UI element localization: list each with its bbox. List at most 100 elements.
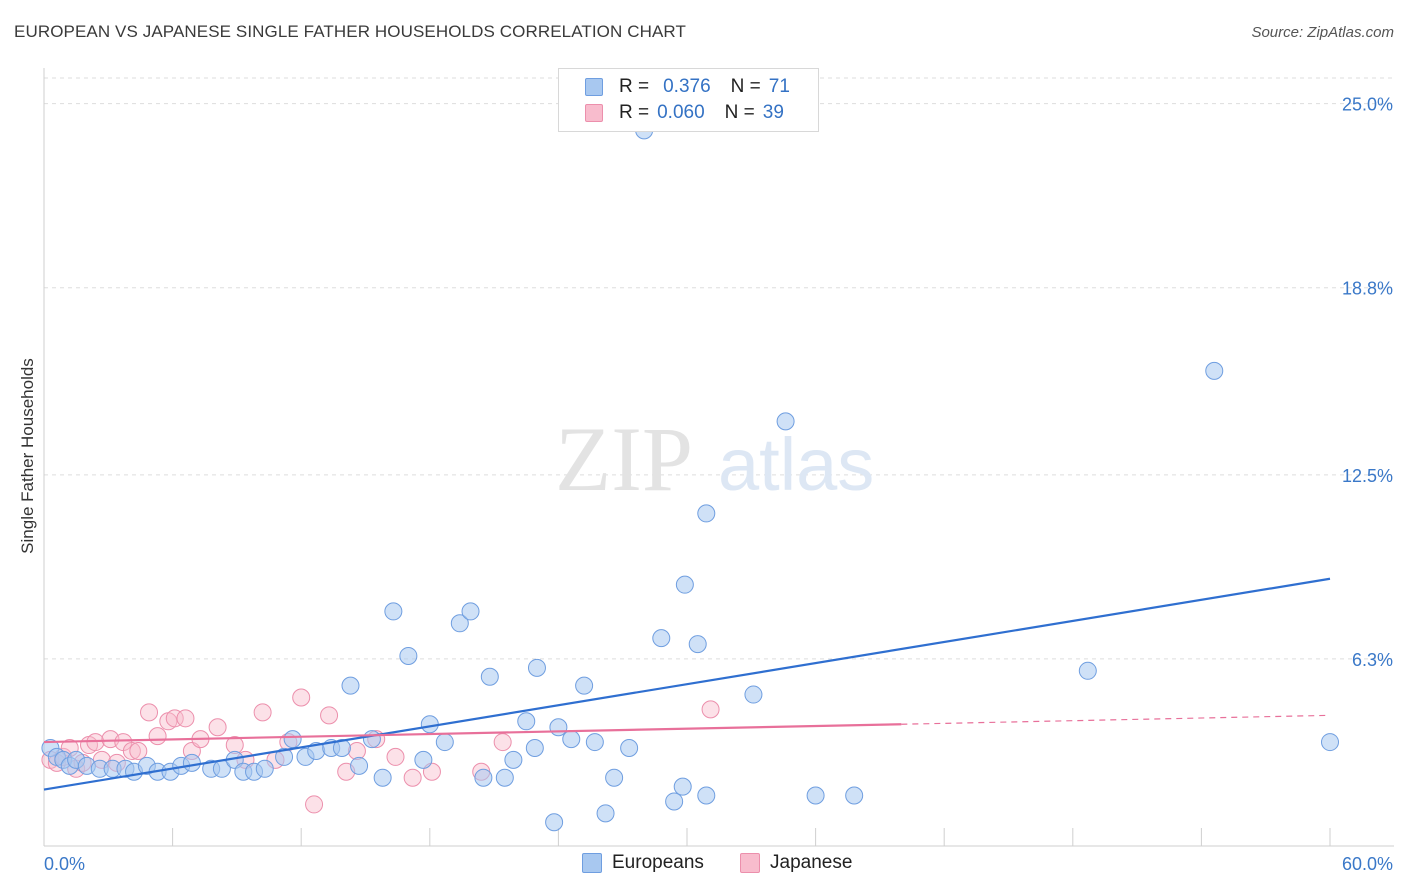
chart-title: EUROPEAN VS JAPANESE SINGLE FATHER HOUSE…	[14, 22, 686, 41]
japanese-point	[305, 795, 324, 814]
european-point	[620, 739, 639, 758]
x-tick-label: 60.0%	[1342, 854, 1393, 874]
european-point	[605, 768, 624, 787]
japanese-points	[41, 688, 720, 814]
legend-n-value-europeans: 71	[768, 76, 790, 97]
european-point	[341, 676, 360, 695]
european-point	[461, 602, 480, 621]
european-point	[1078, 661, 1097, 680]
japanese-point	[320, 706, 339, 725]
european-point	[474, 768, 493, 787]
european-point	[1321, 733, 1339, 752]
european-trend-line	[43, 577, 1331, 791]
legend-swatch-japanese	[585, 104, 603, 122]
japanese-point	[701, 700, 720, 719]
japanese-point	[386, 747, 405, 766]
y-tick-label: 25.0%	[1342, 95, 1393, 115]
european-point	[255, 759, 274, 778]
european-point	[575, 676, 594, 695]
european-point	[673, 777, 692, 796]
japanese-point	[165, 709, 184, 728]
japanese-point	[403, 768, 422, 787]
european-point	[435, 733, 454, 752]
european-point	[697, 504, 716, 523]
legend-swatch-europeans	[585, 78, 603, 96]
japanese-point	[493, 733, 512, 752]
bottom-legend-label-europeans: Europeans	[612, 852, 704, 873]
watermark-atlas: atlas	[718, 423, 874, 506]
japanese-point	[148, 727, 167, 746]
gridlines	[44, 77, 1394, 660]
european-point	[596, 804, 615, 823]
european-point	[480, 667, 499, 686]
legend-r-label: R =	[619, 76, 650, 97]
japanese-point	[176, 709, 195, 728]
bottom-legend-japanese: Japanese	[740, 852, 852, 874]
european-point	[495, 768, 514, 787]
japanese-point	[208, 718, 227, 737]
y-axis-label: Single Father Households	[18, 358, 37, 554]
bottom-legend-label-japanese: Japanese	[770, 852, 853, 873]
legend-n-label: N =	[724, 102, 755, 123]
y-tick-label: 18.8%	[1342, 279, 1393, 299]
source-label: Source: ZipAtlas.com	[1251, 24, 1394, 41]
european-point	[373, 768, 392, 787]
european-point	[545, 813, 564, 832]
japanese-point	[347, 741, 366, 760]
x-tick-labels: 0.0% 60.0%	[44, 854, 1393, 874]
european-point	[806, 786, 825, 805]
correlation-legend: R = 0.376 N = 71 R = 0.060 N = 39	[558, 68, 819, 132]
legend-r-value-europeans: 0.376	[663, 76, 711, 97]
european-point	[384, 602, 403, 621]
legend-row-japanese: R = 0.060 N = 39	[585, 100, 784, 126]
japanese-point	[253, 703, 272, 722]
japanese-point	[292, 688, 311, 707]
european-point	[652, 629, 671, 648]
bottom-legend-europeans: Europeans	[582, 852, 704, 874]
trend-lines	[43, 577, 1331, 791]
european-point	[504, 750, 523, 769]
european-point	[744, 685, 763, 704]
european-point	[688, 635, 707, 654]
european-point	[399, 646, 418, 665]
bottom-legend-swatch-japanese	[740, 853, 760, 873]
japanese-trend-line	[43, 723, 902, 744]
european-point	[414, 750, 433, 769]
european-point	[585, 733, 604, 752]
european-point	[283, 730, 302, 749]
legend-n-value-japanese: 39	[762, 102, 784, 123]
european-point	[1205, 361, 1224, 380]
watermark-zip: ZIP	[555, 408, 693, 510]
european-point	[697, 786, 716, 805]
european-point	[525, 739, 544, 758]
bottom-legend-swatch-europeans	[582, 853, 602, 873]
european-point	[362, 730, 381, 749]
european-point	[562, 730, 581, 749]
japanese-point	[122, 741, 141, 760]
legend-r-value-japanese: 0.060	[657, 102, 705, 123]
y-tick-label: 12.5%	[1342, 466, 1393, 486]
x-tick-label: 0.0%	[44, 854, 85, 874]
european-point	[450, 614, 469, 633]
european-point	[527, 658, 546, 677]
y-tick-labels: 6.3% 12.5% 18.8% 25.0%	[1342, 95, 1393, 670]
european-point	[845, 786, 864, 805]
y-tick-label: 6.3%	[1352, 650, 1393, 670]
european-point	[675, 575, 694, 594]
european-point	[517, 712, 536, 731]
european-point	[350, 756, 369, 775]
european-point	[549, 718, 568, 737]
european-point	[776, 412, 795, 431]
japanese-point	[140, 703, 159, 722]
european-point	[275, 747, 294, 766]
japanese-point	[129, 741, 148, 760]
japanese-trend-line-extension	[901, 714, 1331, 725]
legend-n-label: N =	[730, 76, 761, 97]
axes	[43, 68, 1394, 847]
european-point	[332, 739, 351, 758]
legend-r-label: R =	[619, 102, 650, 123]
european-point	[665, 792, 684, 811]
legend-row-europeans: R = 0.376 N = 71	[585, 74, 790, 100]
european-point	[182, 753, 201, 772]
